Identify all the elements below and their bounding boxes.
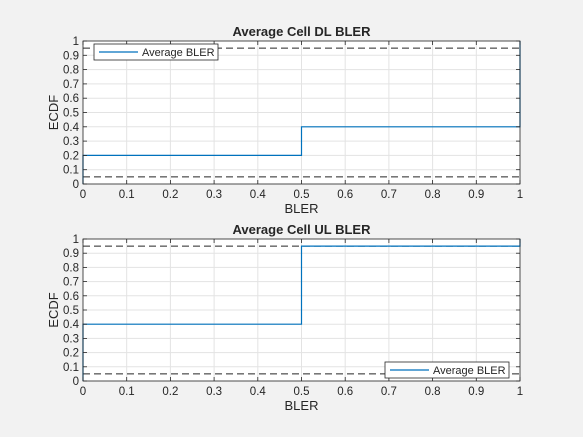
x-tick-label: 0.6 — [337, 386, 353, 398]
x-tick-label: 1 — [517, 386, 523, 398]
chart-title: Average Cell DL BLER — [233, 24, 372, 39]
y-tick-label: 0.6 — [63, 93, 79, 105]
x-tick-label: 0.9 — [468, 189, 484, 201]
x-tick-label: 0 — [80, 189, 86, 201]
x-tick-label: 0.4 — [250, 189, 267, 201]
y-axis-label: ECDF — [46, 292, 61, 327]
legend-box — [93, 43, 219, 61]
chart-panel-0: 0 0.1 0.2 0.3 0.4 0.5 0.6 0.7 0.8 0.9 100.10.20.30… — [46, 24, 523, 216]
x-tick-label: 0.6 — [337, 189, 353, 201]
x-tick-label: 0.2 — [162, 386, 178, 398]
y-tick-label: 0.3 — [63, 333, 79, 345]
x-tick-label: 0.8 — [425, 386, 441, 398]
chart-title: Average Cell UL BLER — [233, 222, 372, 237]
y-tick-label: 0.5 — [63, 305, 79, 317]
legend-box — [384, 361, 510, 379]
x-tick-label: 0.2 — [162, 189, 178, 201]
y-tick-label: 0.9 — [63, 248, 79, 260]
y-axis-label: ECDF — [46, 95, 61, 130]
x-tick-label: 0.4 — [250, 386, 267, 398]
y-tick-label: 0 — [73, 179, 79, 191]
legend-label: Average BLER — [433, 365, 506, 377]
y-tick-label: 0.5 — [63, 108, 79, 120]
x-axis-label: BLER — [285, 201, 319, 216]
x-tick-label: 0.3 — [206, 189, 222, 201]
chart-panel-1: 0 0.1 0.2 0.3 0.4 0.5 0.6 0.7 0.8 0.9 100.10.20.30… — [46, 222, 523, 413]
x-tick-label: 0.9 — [468, 386, 484, 398]
y-tick-label: 0.3 — [63, 136, 79, 148]
y-tick-label: 0.6 — [63, 291, 79, 303]
x-tick-label: 0.5 — [294, 189, 310, 201]
x-tick-label: 0.7 — [381, 386, 397, 398]
x-tick-label: 0.1 — [119, 189, 135, 201]
y-tick-label: 0.9 — [63, 50, 79, 62]
x-tick-label: 0.8 — [425, 189, 441, 201]
y-tick-label: 0.7 — [63, 277, 79, 289]
legend: Average BLER — [93, 43, 219, 61]
y-tick-label: 1 — [73, 234, 79, 246]
y-tick-label: 0.1 — [63, 362, 79, 374]
y-tick-label: 0.2 — [63, 150, 79, 162]
y-tick-label: 1 — [73, 36, 79, 48]
x-axis-label: BLER — [285, 398, 319, 413]
x-tick-label: 0.3 — [206, 386, 222, 398]
y-tick-label: 0 — [73, 376, 79, 388]
x-tick-label: 0.7 — [381, 189, 397, 201]
y-tick-label: 0.4 — [63, 122, 80, 134]
x-tick-label: 1 — [517, 189, 523, 201]
y-tick-label: 0.1 — [63, 165, 79, 177]
y-tick-label: 0.8 — [63, 65, 79, 77]
legend: Average BLER — [384, 361, 510, 379]
x-tick-label: 0 — [80, 386, 86, 398]
y-tick-label: 0.8 — [63, 262, 79, 274]
y-tick-label: 0.7 — [63, 79, 79, 91]
y-tick-label: 0.2 — [63, 348, 79, 360]
x-tick-label: 0.5 — [294, 386, 310, 398]
legend-label: Average BLER — [142, 47, 215, 59]
x-tick-label: 0.1 — [119, 386, 135, 398]
y-tick-label: 0.4 — [63, 319, 80, 331]
